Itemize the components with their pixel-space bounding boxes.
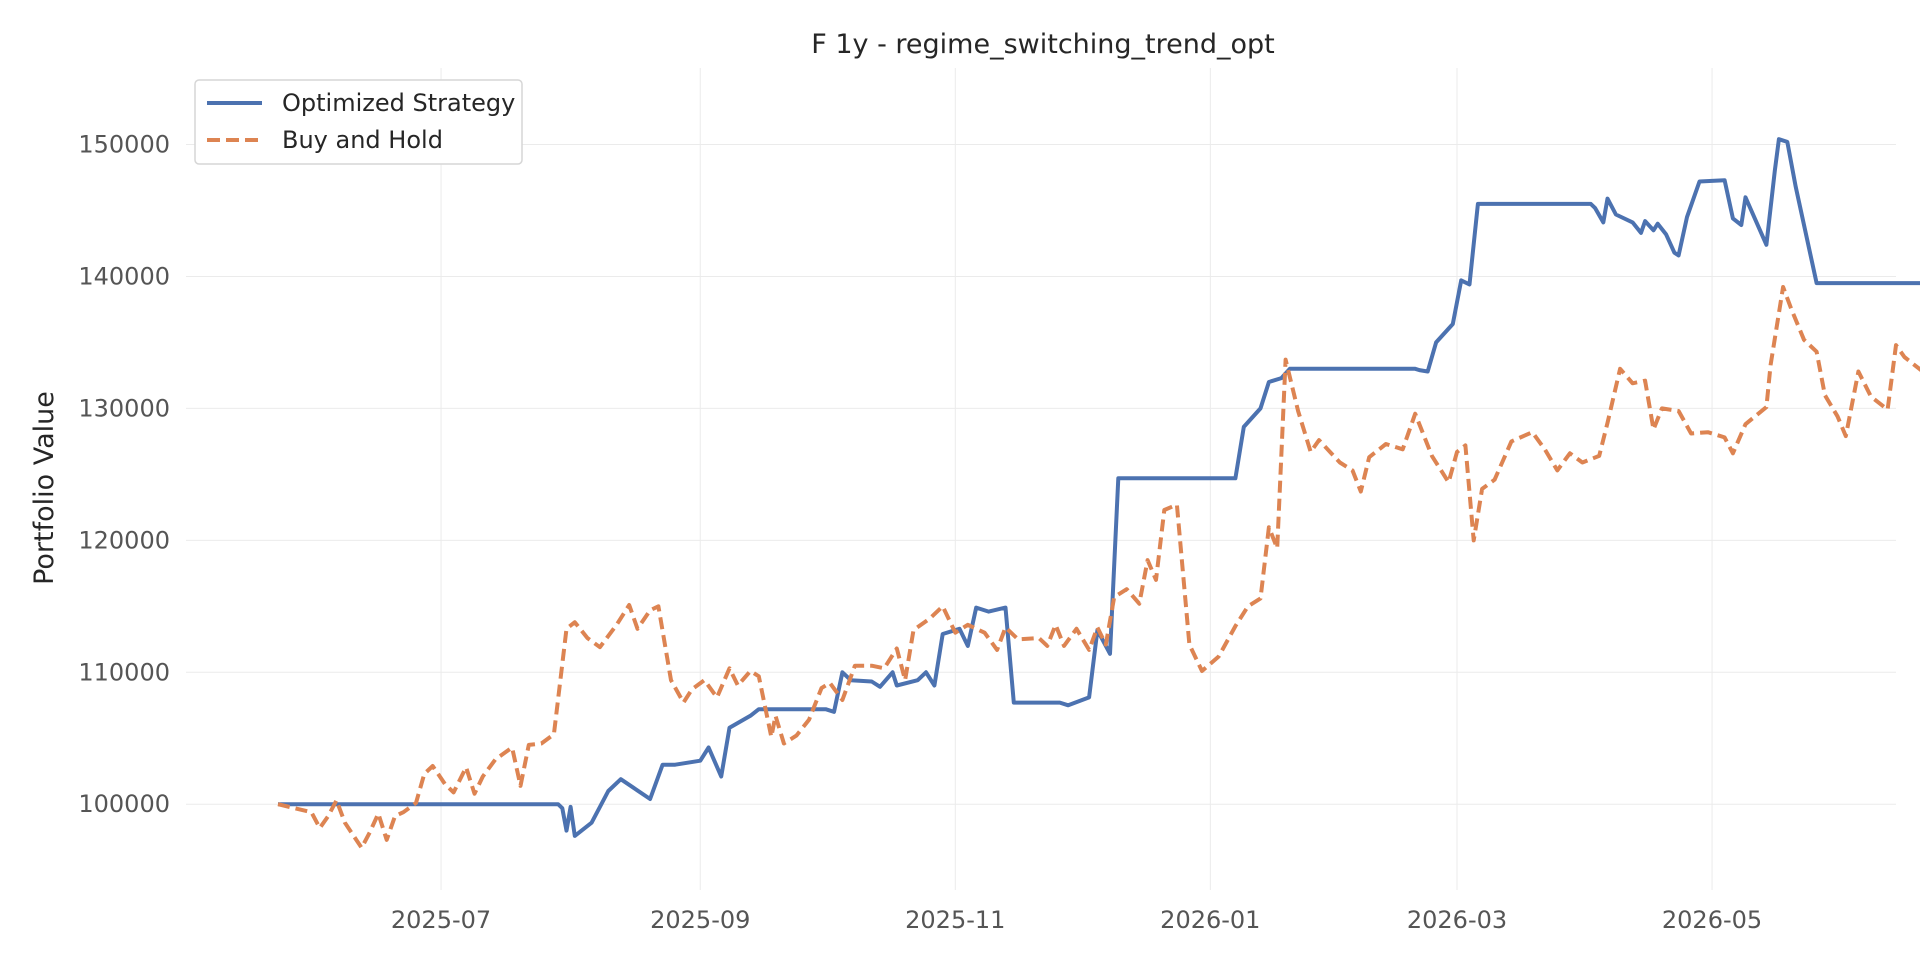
legend-box [194, 79, 523, 165]
x-tick-label: 2026-05 [1662, 906, 1762, 934]
legend-label-buy-and-hold: Buy and Hold [282, 126, 443, 154]
x-tick-label: 2025-09 [650, 906, 750, 934]
y-tick-label: 140000 [78, 262, 170, 290]
x-tick-label: 2025-11 [905, 906, 1005, 934]
y-tick-label: 120000 [78, 526, 170, 554]
series-layer [277, 137, 1920, 850]
y-tick-label: 100000 [78, 790, 170, 818]
legend: Optimized Strategy Buy and Hold [194, 79, 523, 165]
y-axis: 100000 110000 120000 130000 140000 150000 [78, 131, 170, 819]
x-tick-label: 2025-07 [391, 906, 491, 934]
x-tick-label: 2026-01 [1160, 906, 1260, 934]
x-axis: 2025-07 2025-09 2025-11 2026-01 2026-03 2026-… [391, 906, 1762, 934]
y-tick-label: 130000 [78, 394, 170, 422]
x-tick-label: 2026-03 [1407, 906, 1507, 934]
y-tick-label: 150000 [78, 131, 170, 159]
y-axis-title: Portfolio Value [29, 391, 60, 585]
y-tick-label: 110000 [78, 658, 170, 686]
chart-title: F 1y - regime_switching_trend_opt [811, 29, 1275, 60]
legend-label-optimized-strategy: Optimized Strategy [282, 89, 515, 117]
